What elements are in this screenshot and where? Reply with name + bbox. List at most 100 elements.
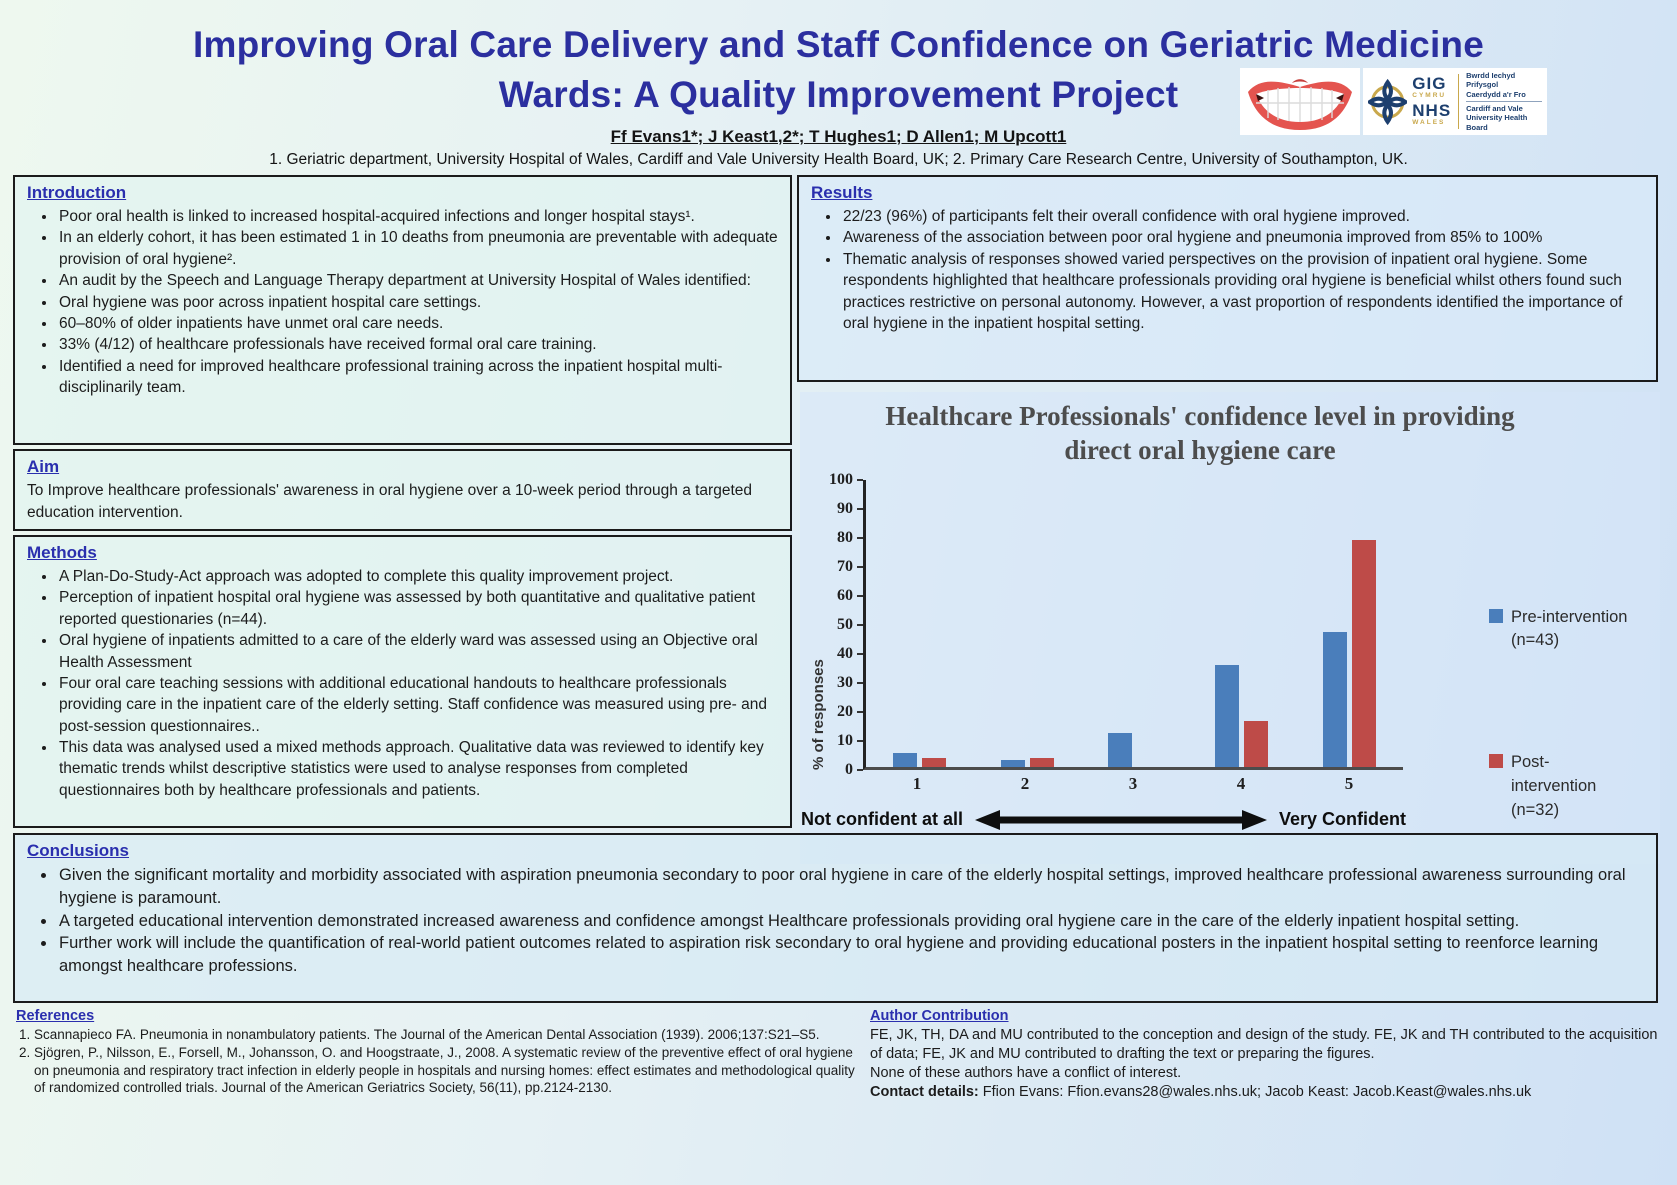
- introduction-bullet: Identified a need for improved healthcar…: [57, 356, 778, 399]
- mouth-teeth-icon: [1240, 68, 1360, 135]
- x-tick-label: 4: [1236, 773, 1246, 793]
- nhs-logo-divider: [1458, 74, 1460, 129]
- methods-section: Methods A Plan-Do-Study-Act approach was…: [13, 535, 792, 828]
- x-tick-label: 2: [1020, 773, 1030, 793]
- poster-header: Improving Oral Care Delivery and Staff C…: [0, 0, 1677, 169]
- aim-section: Aim To Improve healthcare professionals'…: [13, 449, 792, 531]
- methods-bullets: A Plan-Do-Study-Act approach was adopted…: [27, 566, 778, 801]
- introduction-bullets: Poor oral health is linked to increased …: [27, 206, 778, 398]
- chart-body: % of responses 100 90 80 70 60 50 40 30 20 10 0 1 2…: [801, 470, 1656, 832]
- methods-bullet: Oral hygiene of inpatients admitted to a…: [57, 630, 778, 673]
- nhs-gig-text: GIG: [1412, 74, 1447, 93]
- methods-bullet: Perception of inpatient hospital oral hy…: [57, 587, 778, 630]
- authors-line: Ff Evans1*; J Keast1,2*; T Hughes1; D Al…: [610, 126, 1067, 146]
- results-section: Results 22/23 (96%) of participants felt…: [797, 175, 1658, 382]
- x-tick-label: 1: [912, 773, 922, 793]
- nhs-board-line: Caerdydd a'r Fro: [1466, 89, 1526, 99]
- author-contribution-section: Author Contribution FE, JK, TH, DA and M…: [870, 1008, 1665, 1103]
- conclusions-section: Conclusions Given the significant mortal…: [13, 833, 1658, 1003]
- bar-group-1: [866, 752, 973, 767]
- conflict-of-interest-text: None of these authors have a conflict of…: [870, 1065, 1182, 1082]
- author-contribution-text: FE, JK, TH, DA and MU contributed to the…: [870, 1027, 1658, 1063]
- methods-bullet: Four oral care teaching sessions with ad…: [57, 673, 778, 737]
- introduction-bullet: Poor oral health is linked to increased …: [57, 206, 778, 227]
- nhs-board-name: Bwrdd Iechyd Prifysgol Caerdydd a'r Fro …: [1466, 71, 1542, 132]
- affiliations-line: 1. Geriatric department, University Hosp…: [269, 150, 1408, 168]
- bar-5: [1351, 540, 1376, 767]
- bar-3: [1107, 732, 1132, 767]
- bar-4: [1215, 665, 1240, 767]
- author-contribution-heading: Author Contribution: [870, 1008, 1009, 1024]
- legend-label: Pre-intervention (n=43): [1511, 607, 1628, 650]
- legend-swatch: [1489, 754, 1503, 769]
- plot-wrap: 1 2 3 4 5 Not confident at all Very Confiden…: [801, 479, 1461, 832]
- page-title-line-2: Wards: A Quality Improvement Project: [498, 73, 1179, 115]
- reference-item: Sjögren, P., Nilsson, E., Forsell, M., J…: [34, 1044, 866, 1097]
- bar-1: [922, 757, 947, 767]
- bar-group-5: [1296, 540, 1403, 767]
- bar-4: [1244, 721, 1269, 767]
- conclusions-bullet: A targeted educational intervention demo…: [57, 910, 1644, 933]
- nhs-wales-logo: GIG CYMRU NHS WALES Bwrdd Iechyd Prifysg…: [1363, 68, 1547, 135]
- chart-legend: Pre-intervention (n=43) Post-intervention(…: [1489, 606, 1627, 824]
- bar-group-4: [1188, 665, 1295, 767]
- nhs-cymru-text: CYMRU: [1412, 92, 1447, 99]
- introduction-bullet: An audit by the Speech and Language Ther…: [57, 270, 778, 291]
- methods-bullet: A Plan-Do-Study-Act approach was adopted…: [57, 566, 778, 587]
- aim-text: To Improve healthcare professionals' awa…: [27, 482, 752, 521]
- references-section: References Scannapieco FA. Pneumonia in …: [16, 1008, 866, 1097]
- bar-5: [1322, 631, 1347, 767]
- legend-item: Post-intervention (n=32): [1489, 751, 1627, 823]
- nhs-board-rule: [1466, 101, 1542, 102]
- results-bullet: Awareness of the association between poo…: [841, 227, 1644, 248]
- contact-details-text: Ffion Evans: Ffion.evans28@wales.nhs.uk;…: [978, 1084, 1532, 1101]
- nhs-board-line: Bwrdd Iechyd Prifysgol: [1466, 70, 1516, 90]
- introduction-bullet: 33% (4/12) of healthcare professionals h…: [57, 334, 778, 355]
- contact-details-label: Contact details:: [870, 1084, 979, 1101]
- nhs-wales-text: WALES: [1412, 118, 1446, 126]
- double-arrow-icon: [975, 809, 1267, 830]
- introduction-bullet: In an elderly cohort, it has been estima…: [57, 227, 778, 270]
- conclusions-heading: Conclusions: [27, 841, 130, 860]
- results-bullet: Thematic analysis of responses showed va…: [841, 249, 1644, 335]
- x-tick-label: 5: [1344, 773, 1354, 793]
- confidence-scale-row: Not confident at all Very Confident: [801, 808, 1461, 832]
- smiling-mouth-logo: [1240, 68, 1360, 135]
- plot-area: [863, 479, 1403, 770]
- conclusions-bullet: Given the significant mortality and morb…: [57, 864, 1644, 910]
- methods-heading: Methods: [27, 543, 97, 562]
- page-title-line-1: Improving Oral Care Delivery and Staff C…: [192, 24, 1485, 65]
- bar-group-3: [1081, 732, 1188, 767]
- bar-2: [1000, 759, 1025, 767]
- introduction-heading: Introduction: [27, 183, 127, 202]
- scale-left-label: Not confident at all: [801, 809, 963, 829]
- x-tick-label: 3: [1128, 773, 1138, 793]
- nhs-board-line: Cardiff and Vale: [1466, 104, 1523, 113]
- reference-item: Scannapieco FA. Pneumonia in nonambulato…: [34, 1026, 866, 1044]
- methods-bullet: This data was analysed used a mixed meth…: [57, 737, 778, 801]
- references-list: Scannapieco FA. Pneumonia in nonambulato…: [16, 1026, 866, 1097]
- legend-label: Post-intervention (n=32): [1511, 753, 1597, 820]
- results-bullet: 22/23 (96%) of participants felt their o…: [841, 206, 1644, 227]
- nhs-logo-text: GIG CYMRU NHS WALES: [1412, 75, 1451, 128]
- references-heading: References: [16, 1008, 95, 1024]
- y-axis-ticks: 100 90 80 70 60 50 40 30 20 10 0: [829, 470, 853, 778]
- introduction-section: Introduction Poor oral health is linked …: [13, 175, 792, 445]
- conclusions-bullets: Given the significant mortality and morb…: [27, 864, 1644, 978]
- legend-item: Pre-intervention (n=43): [1489, 606, 1627, 654]
- nhs-knot-icon: [1368, 78, 1408, 125]
- bar-2: [1029, 757, 1054, 767]
- bar-group-2: [973, 757, 1080, 767]
- results-heading: Results: [811, 183, 873, 202]
- scale-right-label: Very Confident: [1279, 809, 1407, 829]
- confidence-bar-chart: Healthcare Professionals' confidence lev…: [800, 392, 1660, 864]
- contact-details-line: Contact details: Ffion Evans: Ffion.evan…: [870, 1083, 1665, 1102]
- nhs-nhs-text: NHS: [1412, 100, 1452, 120]
- bar-1: [893, 752, 918, 767]
- x-axis-labels: 1 2 3 4 5: [863, 774, 1403, 794]
- chart-title: Healthcare Professionals' confidence lev…: [885, 401, 1515, 465]
- introduction-bullet: 60–80% of older inpatients have unmet or…: [57, 313, 778, 334]
- results-bullets: 22/23 (96%) of participants felt their o…: [811, 206, 1644, 334]
- conclusions-bullet: Further work will include the quantifica…: [57, 932, 1644, 978]
